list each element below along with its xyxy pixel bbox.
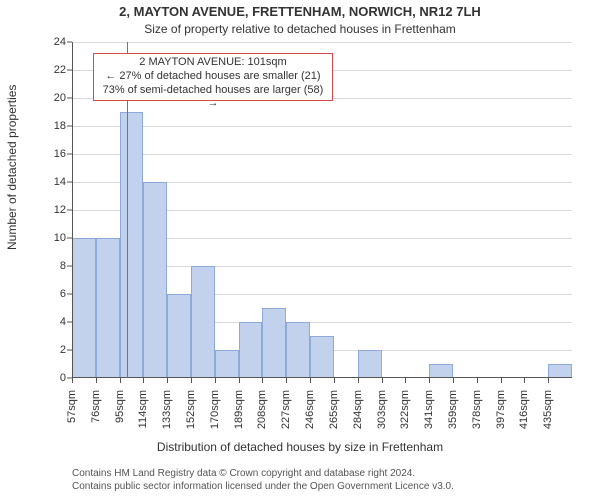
xtick-mark — [358, 378, 359, 383]
annotation-line: 73% of semi-detached houses are larger (… — [100, 84, 325, 112]
page-title: 2, MAYTON AVENUE, FRETTENHAM, NORWICH, N… — [0, 4, 600, 19]
xtick-mark — [239, 378, 240, 383]
xtick-mark — [167, 378, 168, 383]
xtick-label: 57sqm — [66, 390, 78, 423]
xtick-label: 189sqm — [233, 390, 245, 429]
bar — [96, 238, 120, 378]
y-axis-line — [72, 42, 73, 378]
ytick-label: 4 — [60, 316, 66, 328]
xtick-mark — [382, 378, 383, 383]
ytick-label: 24 — [54, 36, 66, 48]
xtick-mark — [72, 378, 73, 383]
xtick-mark — [143, 378, 144, 383]
xtick-label: 284sqm — [352, 390, 364, 429]
attribution: Contains HM Land Registry data © Crown c… — [72, 468, 454, 493]
bar — [191, 266, 215, 378]
attribution-line-1: Contains HM Land Registry data © Crown c… — [72, 468, 454, 481]
xtick-label: 208sqm — [256, 390, 268, 429]
bar — [167, 294, 191, 378]
xtick-label: 303sqm — [376, 390, 388, 429]
bar — [286, 322, 310, 378]
xtick-mark — [405, 378, 406, 383]
xtick-label: 416sqm — [518, 390, 530, 429]
bar — [310, 336, 334, 378]
xtick-mark — [310, 378, 311, 383]
y-axis-label: Number of detached properties — [5, 85, 19, 250]
xtick-mark — [501, 378, 502, 383]
bar — [215, 350, 239, 378]
chart-plot-area: 02468101214161820222457sqm76sqm95sqm114s… — [72, 42, 572, 378]
xtick-label: 133sqm — [161, 390, 173, 429]
xtick-label: 435sqm — [542, 390, 554, 429]
ytick-label: 6 — [60, 288, 66, 300]
bar — [120, 112, 144, 378]
figure: 2, MAYTON AVENUE, FRETTENHAM, NORWICH, N… — [0, 0, 600, 500]
xtick-mark — [453, 378, 454, 383]
x-axis-label: Distribution of detached houses by size … — [0, 440, 600, 454]
gridline — [72, 126, 572, 127]
ytick-label: 10 — [54, 232, 66, 244]
xtick-mark — [429, 378, 430, 383]
xtick-label: 265sqm — [328, 390, 340, 429]
gridline — [72, 42, 572, 43]
xtick-label: 227sqm — [280, 390, 292, 429]
xtick-label: 341sqm — [423, 390, 435, 429]
ytick-label: 20 — [54, 92, 66, 104]
xtick-mark — [548, 378, 549, 383]
bar — [72, 238, 96, 378]
bar — [548, 364, 572, 378]
xtick-mark — [524, 378, 525, 383]
annotation-box: 2 MAYTON AVENUE: 101sqm← 27% of detached… — [93, 53, 332, 101]
bar — [262, 308, 286, 378]
bar — [358, 350, 382, 378]
xtick-label: 170sqm — [209, 390, 221, 429]
ytick-label: 8 — [60, 260, 66, 272]
xtick-mark — [262, 378, 263, 383]
bar — [143, 182, 167, 378]
xtick-label: 322sqm — [399, 390, 411, 429]
xtick-label: 378sqm — [471, 390, 483, 429]
annotation-line: 2 MAYTON AVENUE: 101sqm — [100, 56, 325, 70]
xtick-label: 95sqm — [114, 390, 126, 423]
xtick-label: 246sqm — [304, 390, 316, 429]
page-subtitle: Size of property relative to detached ho… — [0, 22, 600, 36]
x-axis-line — [72, 377, 572, 378]
ytick-label: 12 — [54, 204, 66, 216]
xtick-label: 76sqm — [90, 390, 102, 423]
ytick-label: 18 — [54, 120, 66, 132]
xtick-mark — [334, 378, 335, 383]
xtick-label: 152sqm — [185, 390, 197, 429]
ytick-label: 14 — [54, 176, 66, 188]
xtick-label: 359sqm — [447, 390, 459, 429]
xtick-mark — [477, 378, 478, 383]
ytick-label: 0 — [60, 372, 66, 384]
bar — [429, 364, 453, 378]
bar — [239, 322, 263, 378]
xtick-mark — [96, 378, 97, 383]
ytick-label: 16 — [54, 148, 66, 160]
xtick-label: 397sqm — [495, 390, 507, 429]
annotation-line: ← 27% of detached houses are smaller (21… — [100, 70, 325, 84]
xtick-mark — [215, 378, 216, 383]
xtick-label: 114sqm — [137, 390, 149, 428]
gridline — [72, 154, 572, 155]
ytick-label: 22 — [54, 64, 66, 76]
ytick-label: 2 — [60, 344, 66, 356]
xtick-mark — [191, 378, 192, 383]
xtick-mark — [286, 378, 287, 383]
attribution-line-2: Contains public sector information licen… — [72, 481, 454, 494]
xtick-mark — [120, 378, 121, 383]
